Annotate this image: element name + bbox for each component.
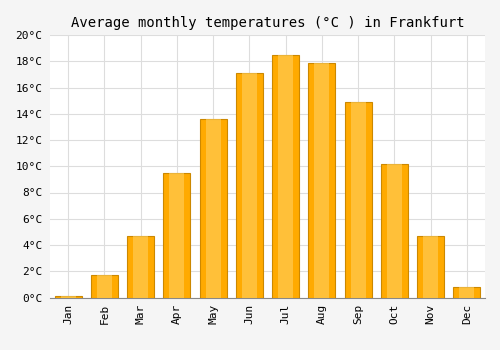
Bar (170, 173, 184, 298)
Bar (54, 296, 82, 297)
Bar (133, 236, 148, 298)
Bar (97, 275, 112, 298)
Bar (423, 236, 438, 298)
Bar (200, 119, 226, 298)
Bar (60, 296, 76, 297)
Bar (278, 55, 293, 298)
Bar (460, 287, 474, 298)
Bar (344, 102, 372, 298)
Bar (272, 55, 299, 298)
Bar (308, 63, 336, 298)
Bar (91, 275, 118, 298)
Bar (454, 287, 480, 298)
Bar (387, 164, 402, 298)
Bar (350, 102, 366, 298)
Bar (381, 164, 408, 298)
Title: Average monthly temperatures (°C ) in Frankfurt: Average monthly temperatures (°C ) in Fr… (70, 16, 464, 30)
Bar (242, 73, 257, 298)
Bar (127, 236, 154, 298)
Bar (236, 73, 263, 298)
Bar (164, 173, 190, 298)
Bar (314, 63, 330, 298)
Bar (417, 236, 444, 298)
Bar (206, 119, 220, 298)
